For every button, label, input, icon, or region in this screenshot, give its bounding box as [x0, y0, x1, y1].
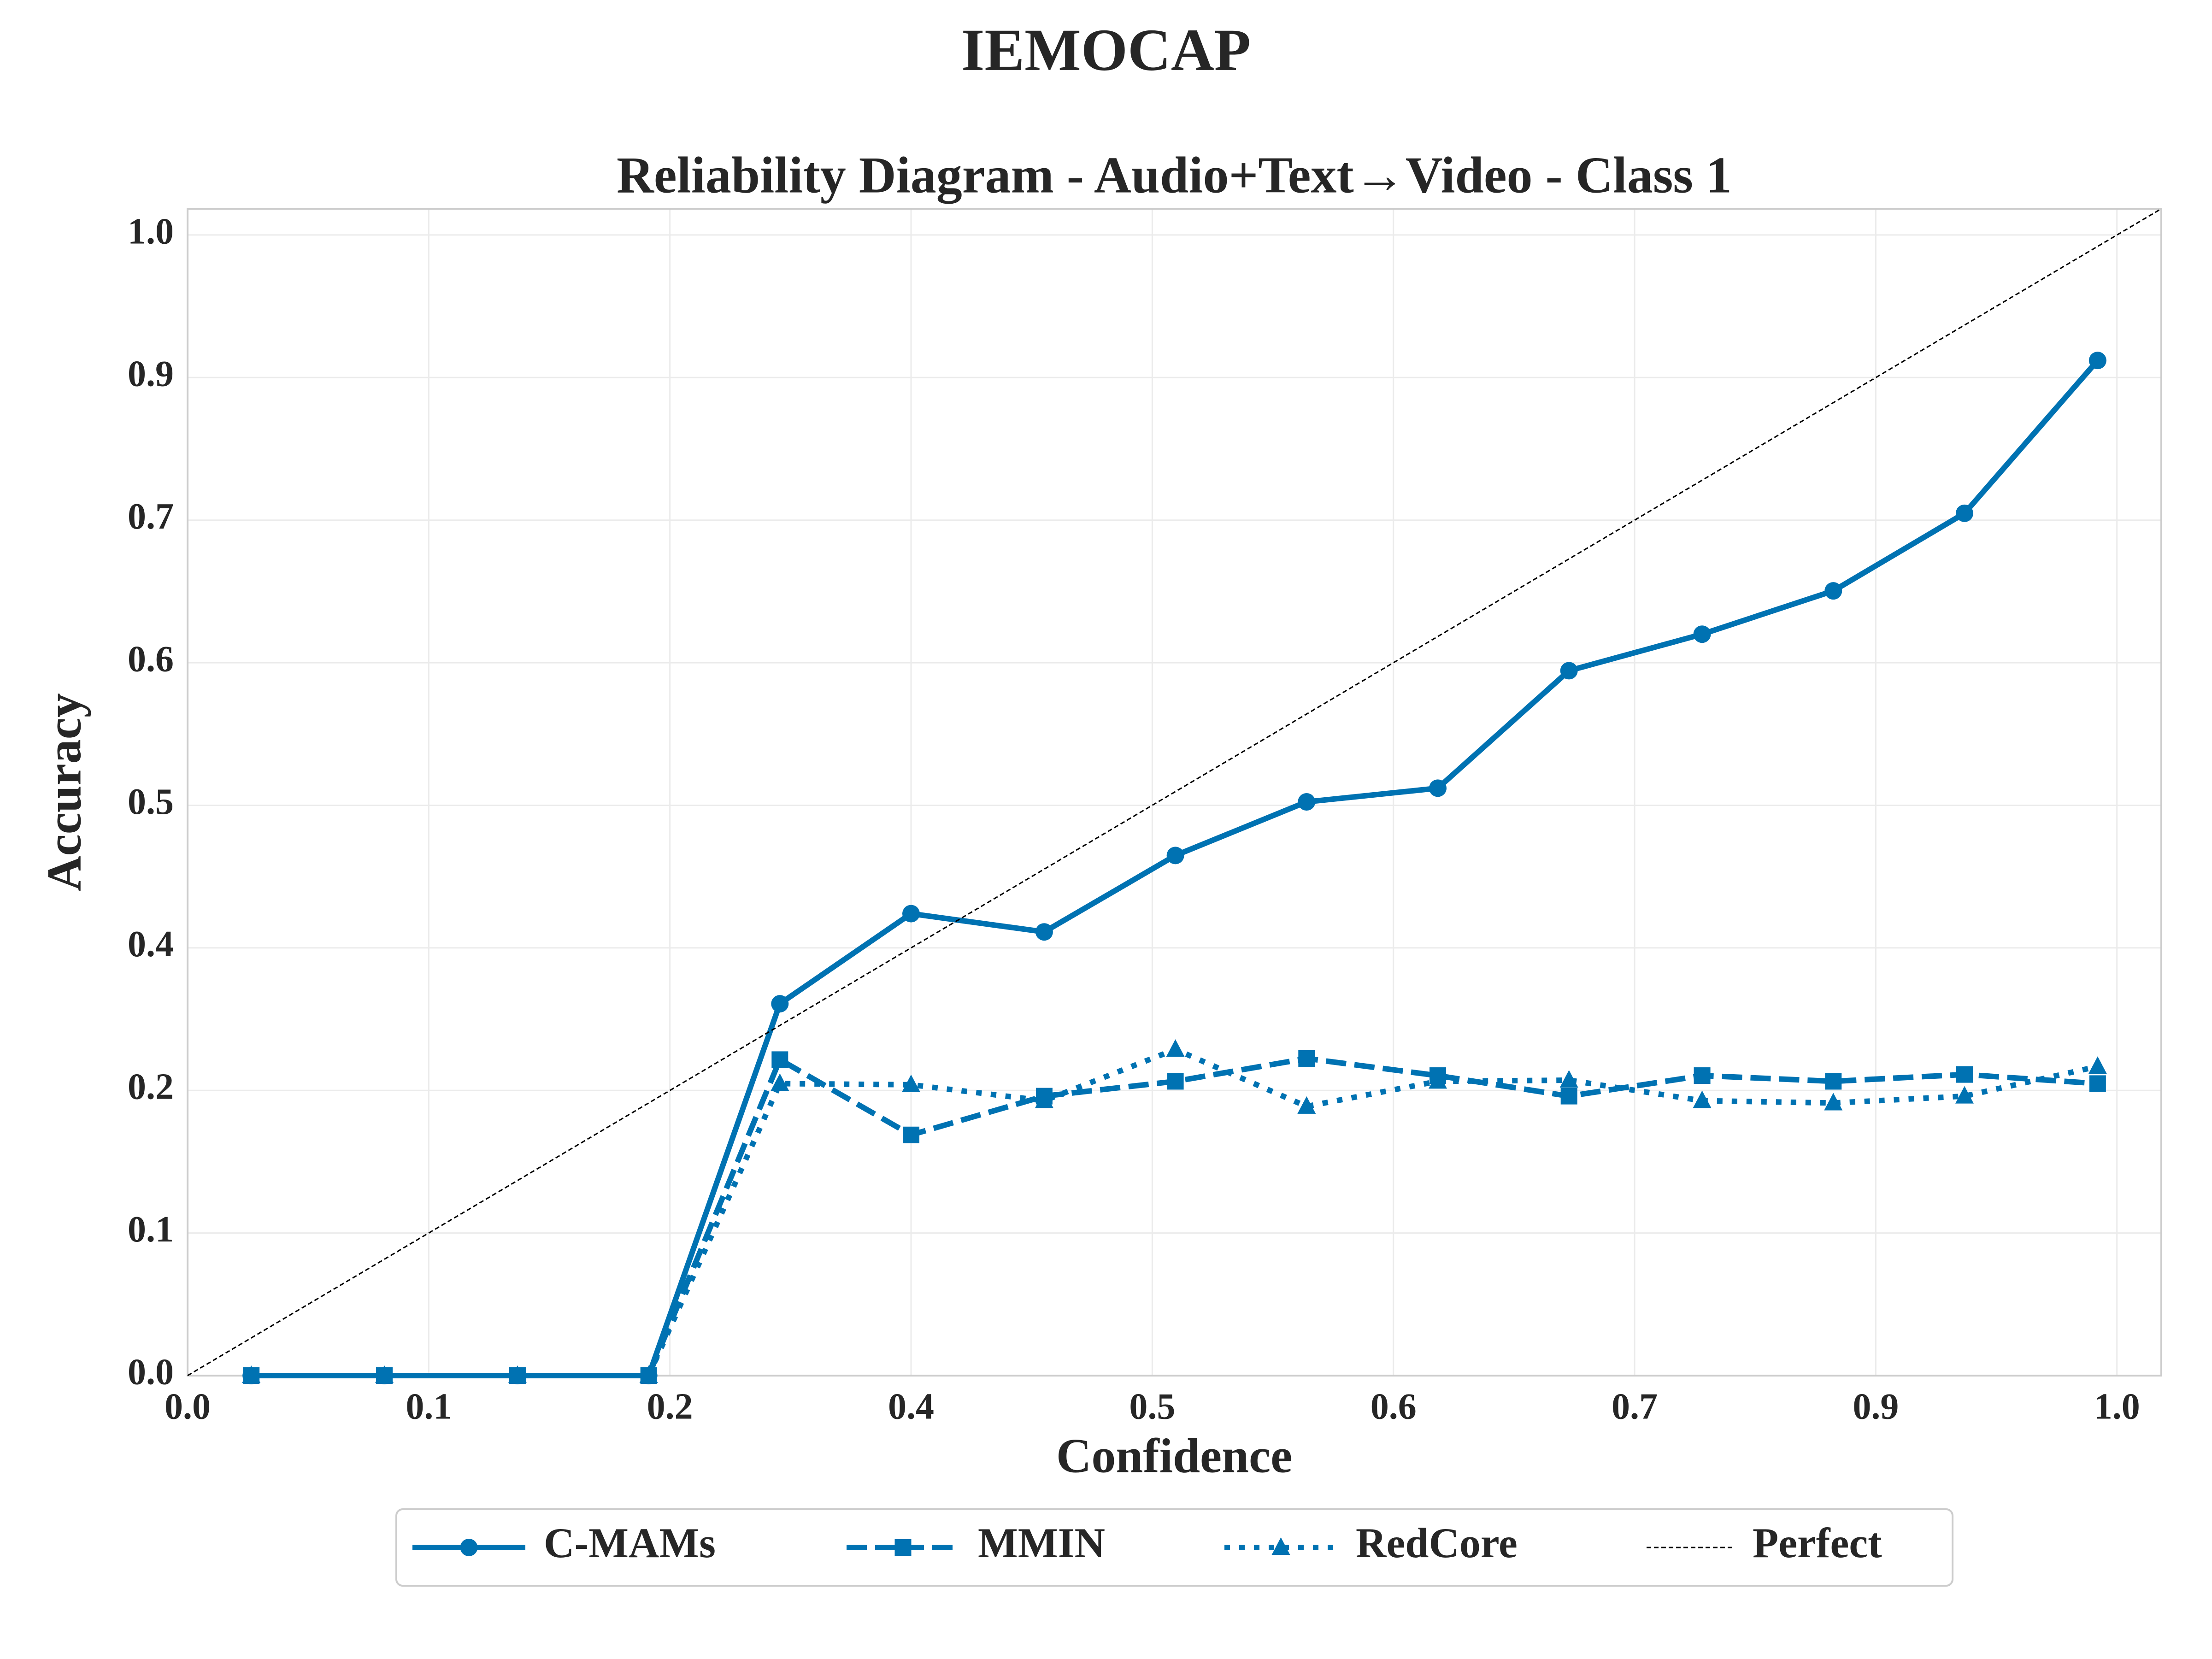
series: [242, 1039, 2107, 1383]
x-tick-label: 0.1: [406, 1386, 452, 1427]
x-axis-label: Confidence: [1056, 1429, 1292, 1483]
marker: [1693, 1090, 1712, 1108]
marker: [1824, 582, 1842, 600]
x-tick-label: 0.0: [165, 1386, 211, 1427]
marker: [1298, 1050, 1315, 1067]
x-tick-label: 1.0: [2094, 1386, 2140, 1427]
marker: [1560, 662, 1578, 680]
marker: [1298, 793, 1316, 811]
marker: [1429, 779, 1447, 797]
chart-subtitle: Reliability Diagram - Audio+Text→Video -…: [617, 147, 1732, 204]
legend-label: Perfect: [1753, 1519, 1882, 1566]
y-tick-label: 0.2: [128, 1067, 174, 1107]
marker: [2088, 352, 2106, 370]
y-axis-label: Accuracy: [37, 693, 91, 891]
marker: [1824, 1093, 1843, 1111]
marker: [1167, 1073, 1184, 1090]
legend-box: [395, 1508, 1953, 1587]
marker: [903, 1126, 920, 1143]
x-tick-label: 0.2: [647, 1386, 693, 1427]
marker: [1956, 1066, 1973, 1083]
marker: [1166, 1039, 1185, 1057]
marker: [1955, 504, 1973, 522]
marker: [1035, 1090, 1053, 1108]
plot-frame: [187, 208, 2162, 1377]
marker: [1560, 1088, 1577, 1105]
marker: [1297, 1096, 1316, 1114]
x-tick-label: 0.9: [1853, 1386, 1899, 1427]
marker: [771, 1051, 788, 1068]
legend-label: RedCore: [1356, 1519, 1518, 1566]
marker: [2088, 1056, 2107, 1074]
marker: [375, 1365, 394, 1383]
marker: [242, 1365, 261, 1383]
marker: [1035, 923, 1053, 941]
marker: [771, 995, 789, 1013]
marker: [1559, 1070, 1578, 1088]
marker: [771, 1073, 789, 1091]
y-tick-label: 1.0: [128, 211, 174, 252]
x-tick-label: 0.6: [1371, 1386, 1417, 1427]
marker: [1166, 847, 1184, 865]
marker: [1428, 1071, 1447, 1089]
marker: [508, 1365, 527, 1383]
series: [187, 208, 2162, 1377]
y-tick-label: 0.1: [128, 1209, 174, 1250]
series-line: [187, 208, 2162, 1377]
marker: [1693, 625, 1711, 643]
x-tick-label: 0.5: [1129, 1386, 1175, 1427]
legend-marker: [460, 1539, 478, 1556]
legend-marker: [1271, 1537, 1290, 1555]
marker: [902, 905, 920, 923]
marker: [639, 1365, 658, 1383]
marker: [2089, 1075, 2106, 1092]
y-tick-label: 0.0: [128, 1352, 174, 1392]
y-tick-label: 0.9: [128, 354, 174, 394]
y-tick-label: 0.4: [128, 924, 174, 965]
x-tick-label: 0.4: [888, 1386, 934, 1427]
marker: [1825, 1073, 1842, 1090]
legend-label: MMIN: [978, 1519, 1105, 1566]
y-tick-label: 0.5: [128, 782, 174, 822]
y-tick-label: 0.6: [128, 639, 174, 679]
marker: [902, 1074, 921, 1092]
legend-marker: [894, 1539, 912, 1556]
chart-title: IEMOCAP: [961, 17, 1251, 83]
marker: [1694, 1067, 1711, 1084]
legend-label: C-MAMs: [544, 1519, 716, 1566]
y-tick-label: 0.7: [128, 496, 174, 537]
marker: [1955, 1086, 1974, 1104]
x-tick-label: 0.7: [1612, 1386, 1658, 1427]
